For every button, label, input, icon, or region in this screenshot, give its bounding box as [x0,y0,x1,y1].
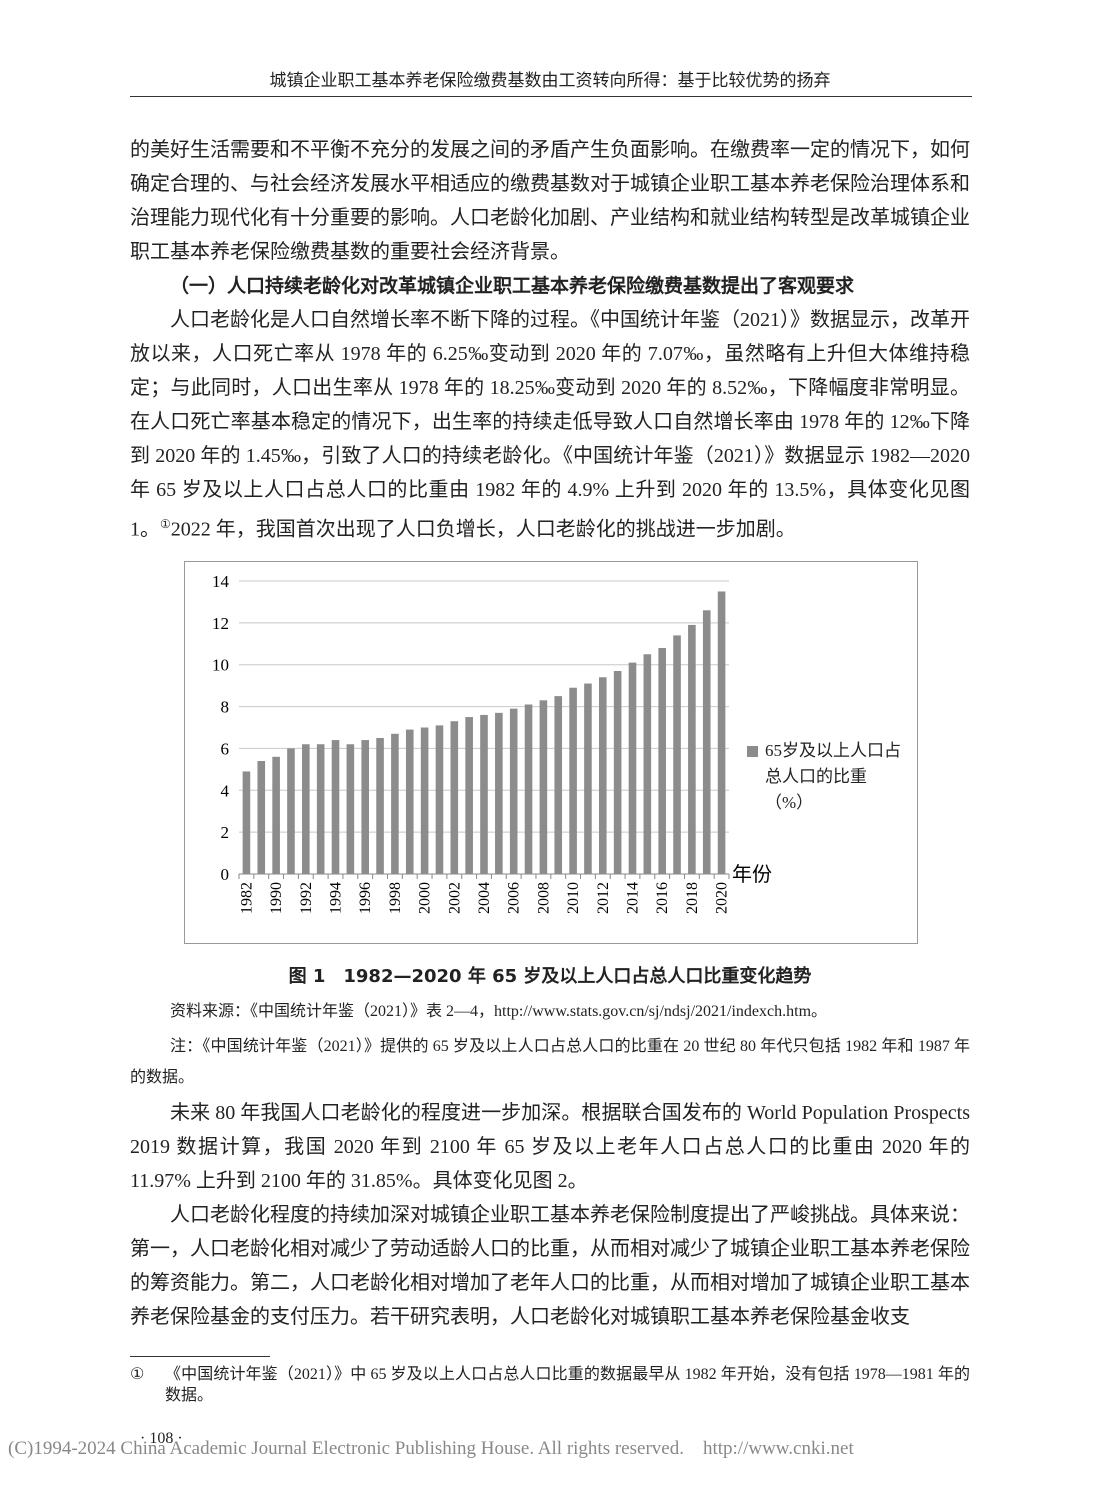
bar [405,729,414,874]
bar [539,700,548,874]
bar [450,721,459,874]
bar [420,727,429,874]
y-tick-label: 12 [212,614,229,633]
bar [257,760,266,874]
x-tick-label: 2004 [476,882,493,914]
bar [361,740,370,874]
bar [346,744,355,874]
paragraph: 未来 80 年我国人口老龄化的程度进一步加深。根据联合国发布的 World Po… [130,1102,970,1192]
figure-caption: 图 1 1982—2020 年 65 岁及以上人口占总人口比重变化趋势 [288,966,812,987]
bar [643,654,652,874]
legend-label: 65岁及以上人口占总人口的比重（%） [765,741,901,812]
figure: 0 2 4 6 8 10 12 14 1982 1990 1992 1994 1996 1998 2000 2… [184,561,918,944]
bar [613,670,622,874]
bar [287,748,295,874]
bar [272,756,280,874]
bar [435,725,444,874]
bar [584,683,592,874]
running-header: 城镇企业职工基本养老保险缴费基数由工资转向所得：基于比较优势的扬弃 [269,71,831,90]
x-tick-label: 2014 [624,882,641,914]
bar [658,647,666,874]
bar [524,704,533,874]
bar [242,771,251,874]
bar [495,712,503,874]
copyright: (C)1994-2024 China Academic Journal Elec… [8,1438,854,1460]
bar [465,717,473,874]
bar [376,737,384,874]
bar [569,687,577,874]
x-tick-label: 1982 [238,882,255,914]
footnote-rule [130,1356,270,1357]
bar [302,744,310,874]
copyright-url: http://www.cnki.net [702,1438,854,1459]
bar [628,662,637,874]
bar [480,714,488,874]
x-tick-label: 1994 [328,882,345,914]
figure-source: 资料来源：《中国统计年鉴（2021）》表 2—4，http://www.stat… [170,1003,828,1020]
x-tick-label: 2008 [535,882,552,914]
x-tick-label: 2002 [446,882,463,914]
y-tick-label: 2 [221,823,230,842]
bar [509,708,518,874]
figure-note: 注：《中国统计年鉴（2021）》提供的 65 岁及以上人口占总人口的比重在 20… [130,1038,970,1086]
bar [673,635,681,874]
x-tick-label: 1996 [357,882,374,914]
x-axis-label: 年份 [732,863,772,886]
bar [702,610,711,874]
chart: 0 2 4 6 8 10 12 14 1982 1990 1992 1994 1996 1998 2000 2… [212,572,772,914]
x-tick-label: 1990 [268,882,285,914]
legend-swatch [747,746,758,757]
y-tick-label: 8 [221,698,230,717]
header-rule [130,96,972,97]
bar [688,624,696,874]
x-tick-label: 2006 [506,882,523,914]
text: 人口老龄化是人口自然增长率不断下降的过程。《中国统计年鉴（2021）》数据显示，… [130,309,970,541]
y-tick-label: 4 [221,781,230,800]
y-tick-label: 14 [212,572,230,591]
x-tick-label: 2016 [654,882,671,914]
x-tick-label: 2020 [714,882,731,914]
legend: 65岁及以上人口占总人口的比重（%） [747,738,905,816]
x-tick-label: 2010 [565,882,582,914]
footnote-mark: ① [130,1366,145,1383]
paragraph: 人口老龄化是人口自然增长率不断下降的过程。《中国统计年鉴（2021）》数据显示，… [130,303,970,547]
text: 2022 年，我国首次出现了人口负增长，人口老龄化的挑战进一步加剧。 [170,518,796,541]
section-heading: （一）人口持续老龄化对改革城镇企业职工基本养老保险缴费基数提出了客观要求 [170,275,855,297]
bar [717,591,726,874]
y-tick-label: 10 [212,656,229,675]
footnote-mark: ① [160,517,171,531]
bar [598,677,607,874]
x-tick-label: 1992 [298,882,315,914]
x-tick-label: 2018 [684,882,701,914]
bar [316,744,325,874]
bar [331,740,340,874]
y-tick-label: 0 [221,865,230,884]
bar [554,696,563,874]
y-tick-label: 6 [221,739,230,758]
x-tick-label: 2012 [595,882,612,914]
paragraph: 的美好生活需要和不平衡不充分的发展之间的矛盾产生负面影响。在缴费率一定的情况下，… [130,139,970,263]
x-tick-label: 2000 [417,882,434,914]
copyright-notice: (C)1994-2024 China Academic Journal Elec… [8,1438,684,1459]
bar [391,733,399,874]
footnote-text: 《中国统计年鉴（2021）》中 65 岁及以上人口占总人口比重的数据最早从 19… [165,1366,970,1404]
paragraph: 人口老龄化程度的持续加深对城镇企业职工基本养老保险制度提出了严峻挑战。具体来说：… [130,1204,970,1328]
page-number: · 108 · [140,1430,183,1447]
x-tick-label: 1998 [387,882,404,914]
